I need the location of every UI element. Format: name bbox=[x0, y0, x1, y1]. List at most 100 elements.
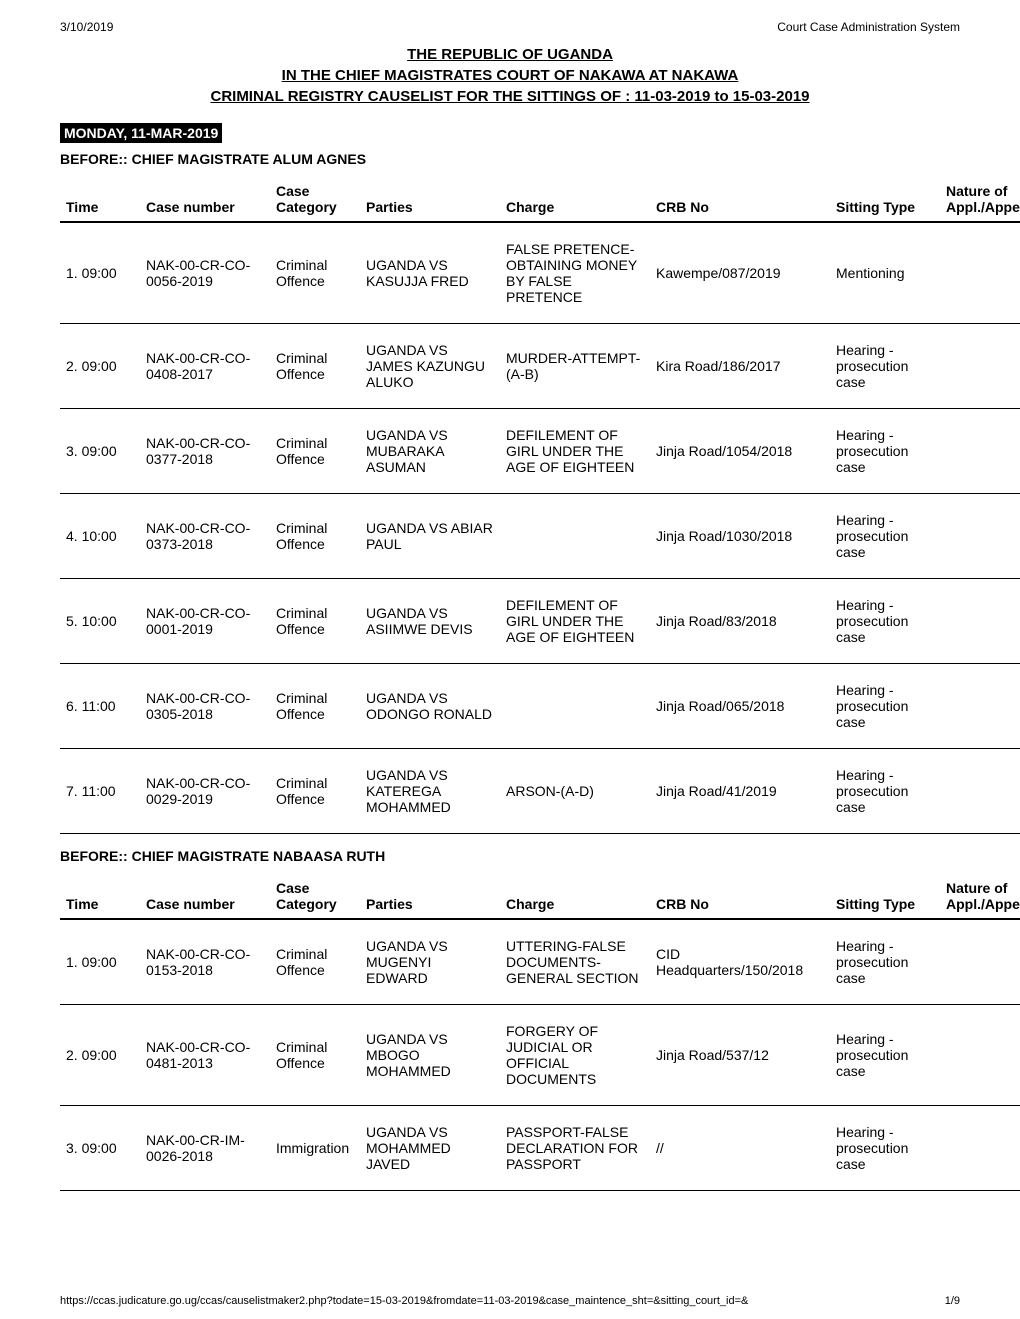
table-body: 1. 09:00 NAK-00-CR-CO-0056-2019 Criminal… bbox=[60, 222, 1020, 834]
cell-crb-no: Jinja Road/537/12 bbox=[650, 1005, 830, 1106]
cell-crb-no: Kawempe/087/2019 bbox=[650, 222, 830, 324]
title-line-1: THE REPUBLIC OF UGANDA bbox=[60, 44, 960, 65]
cell-nature bbox=[940, 664, 1020, 749]
page-footer: https://ccas.judicature.go.ug/ccas/cause… bbox=[60, 1295, 960, 1307]
cell-sitting-type: Hearing - prosecution case bbox=[830, 579, 940, 664]
table-head: Time Case number Case Category Parties C… bbox=[60, 177, 1020, 222]
cause-table: Time Case number Case Category Parties C… bbox=[60, 177, 1020, 834]
cell-sitting-type: Mentioning bbox=[830, 222, 940, 324]
cell-nature bbox=[940, 409, 1020, 494]
day-header: MONDAY, 11-MAR-2019 bbox=[60, 123, 222, 143]
cell-case-number: NAK-00-CR-CO-0481-2013 bbox=[140, 1005, 270, 1106]
cell-time: 3. 09:00 bbox=[60, 409, 140, 494]
judge-name: CHIEF MAGISTRATE ALUM AGNES bbox=[132, 151, 366, 167]
cell-crb-no: Jinja Road/41/2019 bbox=[650, 749, 830, 834]
col-case-category: Case Category bbox=[270, 177, 360, 222]
cell-time: 2. 09:00 bbox=[60, 1005, 140, 1106]
table-row: 7. 11:00 NAK-00-CR-CO-0029-2019 Criminal… bbox=[60, 749, 1020, 834]
system-name: Court Case Administration System bbox=[777, 20, 960, 34]
cell-nature bbox=[940, 1005, 1020, 1106]
table-row: 3. 09:00 NAK-00-CR-IM-0026-2018 Immigrat… bbox=[60, 1106, 1020, 1191]
cell-case-number: NAK-00-CR-IM-0026-2018 bbox=[140, 1106, 270, 1191]
cell-charge: MURDER-ATTEMPT-(A-B) bbox=[500, 324, 650, 409]
document-title: THE REPUBLIC OF UGANDA IN THE CHIEF MAGI… bbox=[60, 44, 960, 107]
cell-charge bbox=[500, 494, 650, 579]
cell-crb-no: Jinja Road/065/2018 bbox=[650, 664, 830, 749]
title-line-2: IN THE CHIEF MAGISTRATES COURT OF NAKAWA… bbox=[60, 65, 960, 86]
table-row: 1. 09:00 NAK-00-CR-CO-0056-2019 Criminal… bbox=[60, 222, 1020, 324]
cell-crb-no: Jinja Road/1054/2018 bbox=[650, 409, 830, 494]
cell-charge: DEFILEMENT OF GIRL UNDER THE AGE OF EIGH… bbox=[500, 409, 650, 494]
cell-case-number: NAK-00-CR-CO-0153-2018 bbox=[140, 919, 270, 1005]
cell-crb-no: // bbox=[650, 1106, 830, 1191]
table-row: 2. 09:00 NAK-00-CR-CO-0481-2013 Criminal… bbox=[60, 1005, 1020, 1106]
cell-time: 7. 11:00 bbox=[60, 749, 140, 834]
cell-charge: DEFILEMENT OF GIRL UNDER THE AGE OF EIGH… bbox=[500, 579, 650, 664]
cell-nature bbox=[940, 1106, 1020, 1191]
cell-case-number: NAK-00-CR-CO-0377-2018 bbox=[140, 409, 270, 494]
cell-sitting-type: Hearing - prosecution case bbox=[830, 1106, 940, 1191]
cell-crb-no: Jinja Road/83/2018 bbox=[650, 579, 830, 664]
cell-case-category: Criminal Offence bbox=[270, 749, 360, 834]
cell-parties: UGANDA VS MOHAMMED JAVED bbox=[360, 1106, 500, 1191]
cell-nature bbox=[940, 919, 1020, 1005]
cell-parties: UGANDA VS ODONGO RONALD bbox=[360, 664, 500, 749]
cell-time: 1. 09:00 bbox=[60, 222, 140, 324]
cell-time: 3. 09:00 bbox=[60, 1106, 140, 1191]
cell-parties: UGANDA VS ABIAR PAUL bbox=[360, 494, 500, 579]
col-crb-no: CRB No bbox=[650, 177, 830, 222]
judge-name: CHIEF MAGISTRATE NABAASA RUTH bbox=[132, 848, 386, 864]
footer-url: https://ccas.judicature.go.ug/ccas/cause… bbox=[60, 1295, 748, 1307]
cell-sitting-type: Hearing - prosecution case bbox=[830, 749, 940, 834]
cell-case-number: NAK-00-CR-CO-0408-2017 bbox=[140, 324, 270, 409]
cell-time: 4. 10:00 bbox=[60, 494, 140, 579]
cell-case-category: Criminal Offence bbox=[270, 324, 360, 409]
cell-crb-no: Kira Road/186/2017 bbox=[650, 324, 830, 409]
cell-time: 1. 09:00 bbox=[60, 919, 140, 1005]
table-row: 3. 09:00 NAK-00-CR-CO-0377-2018 Criminal… bbox=[60, 409, 1020, 494]
col-case-number: Case number bbox=[140, 874, 270, 919]
cell-charge: UTTERING-FALSE DOCUMENTS-GENERAL SECTION bbox=[500, 919, 650, 1005]
cell-case-category: Criminal Offence bbox=[270, 494, 360, 579]
cell-crb-no: Jinja Road/1030/2018 bbox=[650, 494, 830, 579]
cell-case-category: Criminal Offence bbox=[270, 1005, 360, 1106]
cell-parties: UGANDA VS JAMES KAZUNGU ALUKO bbox=[360, 324, 500, 409]
cell-charge: PASSPORT-FALSE DECLARATION FOR PASSPORT bbox=[500, 1106, 650, 1191]
before-prefix: BEFORE:: bbox=[60, 151, 128, 167]
cell-case-category: Criminal Offence bbox=[270, 222, 360, 324]
cell-charge bbox=[500, 664, 650, 749]
cell-parties: UGANDA VS MBOGO MOHAMMED bbox=[360, 1005, 500, 1106]
table-head: Time Case number Case Category Parties C… bbox=[60, 874, 1020, 919]
cell-parties: UGANDA VS KASUJJA FRED bbox=[360, 222, 500, 324]
cell-parties: UGANDA VS MUGENYI EDWARD bbox=[360, 919, 500, 1005]
col-case-number: Case number bbox=[140, 177, 270, 222]
table-row: 2. 09:00 NAK-00-CR-CO-0408-2017 Criminal… bbox=[60, 324, 1020, 409]
cell-charge: FORGERY OF JUDICIAL OR OFFICIAL DOCUMENT… bbox=[500, 1005, 650, 1106]
col-case-category: Case Category bbox=[270, 874, 360, 919]
cell-nature bbox=[940, 494, 1020, 579]
col-parties: Parties bbox=[360, 177, 500, 222]
document-page: 3/10/2019 Court Case Administration Syst… bbox=[0, 0, 1020, 1319]
table-row: 6. 11:00 NAK-00-CR-CO-0305-2018 Criminal… bbox=[60, 664, 1020, 749]
col-nature: Nature of Appl./Appeal bbox=[940, 177, 1020, 222]
cell-parties: UGANDA VS KATEREGA MOHAMMED bbox=[360, 749, 500, 834]
table-row: 1. 09:00 NAK-00-CR-CO-0153-2018 Criminal… bbox=[60, 919, 1020, 1005]
cell-case-category: Criminal Offence bbox=[270, 919, 360, 1005]
page-header-meta: 3/10/2019 Court Case Administration Syst… bbox=[60, 20, 960, 34]
col-charge: Charge bbox=[500, 874, 650, 919]
cell-time: 6. 11:00 bbox=[60, 664, 140, 749]
cell-sitting-type: Hearing - prosecution case bbox=[830, 664, 940, 749]
print-date: 3/10/2019 bbox=[60, 20, 113, 34]
cell-case-category: Criminal Offence bbox=[270, 579, 360, 664]
cell-case-number: NAK-00-CR-CO-0029-2019 bbox=[140, 749, 270, 834]
col-sitting-type: Sitting Type bbox=[830, 177, 940, 222]
cell-nature bbox=[940, 222, 1020, 324]
cell-charge: ARSON-(A-D) bbox=[500, 749, 650, 834]
footer-page-number: 1/9 bbox=[945, 1295, 960, 1307]
cell-sitting-type: Hearing - prosecution case bbox=[830, 494, 940, 579]
before-prefix: BEFORE:: bbox=[60, 848, 128, 864]
cell-nature bbox=[940, 749, 1020, 834]
cause-table: Time Case number Case Category Parties C… bbox=[60, 874, 1020, 1191]
cell-case-category: Immigration bbox=[270, 1106, 360, 1191]
before-line: BEFORE:: CHIEF MAGISTRATE NABAASA RUTH bbox=[60, 848, 960, 864]
